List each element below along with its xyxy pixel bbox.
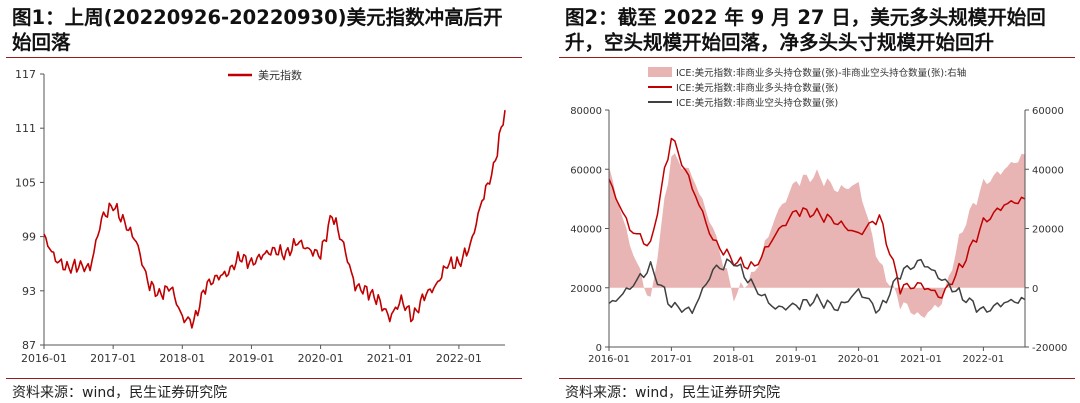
left-x-tick-label: 2018-01 — [159, 352, 205, 365]
right-legend-swatch-area — [648, 67, 672, 77]
left-y-tick-label: 105 — [15, 176, 36, 189]
left-y-tick-label: 99 — [22, 231, 36, 244]
left-title-rule — [6, 57, 522, 58]
right-left-y-tick-label: 80000 — [570, 106, 602, 117]
left-series-line-dollar-index — [43, 109, 506, 329]
left-x-tick-label: 2021-01 — [367, 352, 413, 365]
right-series-area-net-long — [609, 153, 1025, 318]
right-right-y-tick-label: 60000 — [1032, 106, 1064, 117]
right-left-y-tick-label: 60000 — [570, 165, 602, 176]
right-series-line-short — [608, 258, 1026, 315]
left-x-tick-label: 2016-01 — [21, 352, 67, 365]
right-series-line-long — [608, 137, 1026, 299]
right-positions-chart: 0 20000 40000 60000 80000 -20000 0 20000 40000 60… — [570, 67, 1067, 365]
right-x-tick-label: 2020-01 — [838, 354, 880, 365]
left-x-tick-label: 2019-01 — [228, 352, 274, 365]
left-x-tick-label: 2020-01 — [298, 352, 344, 365]
right-legend-label: ICE:美元指数:非商业多头持仓数量(张) — [676, 82, 838, 94]
right-source-rule — [559, 378, 1075, 379]
right-left-y-tick-label: 40000 — [570, 225, 602, 236]
left-y-tick-label: 93 — [22, 285, 36, 298]
right-source-note: 资料来源：wind，民生证券研究院 — [565, 385, 781, 401]
right-left-y-tick-label: 20000 — [570, 284, 602, 295]
right-x-tick-label: 2019-01 — [775, 354, 817, 365]
right-x-tick-label: 2021-01 — [900, 354, 942, 365]
left-figure-title: 图1：上周(20220926-20220930)美元指数冲高后开始回落 — [12, 6, 503, 54]
right-x-tick-label: 2022-01 — [963, 354, 1005, 365]
right-x-tick-label: 2018-01 — [713, 354, 755, 365]
right-right-y-tick-label: -20000 — [1032, 343, 1067, 354]
right-title-rule — [559, 57, 1075, 58]
right-legend-label: ICE:美元指数:非商业空头持仓数量(张) — [676, 97, 838, 109]
right-right-y-tick-label: 40000 — [1032, 165, 1064, 176]
left-x-tick-label: 2017-01 — [90, 352, 136, 365]
right-x-tick-label: 2016-01 — [588, 354, 630, 365]
right-figure-panel: 图2：截至 2022 年 9 月 27 日，美元多头规模开始回升，空头规模开始回… — [553, 0, 1080, 403]
left-source-note: 资料来源：wind，民生证券研究院 — [12, 385, 228, 401]
right-x-tick-label: 2017-01 — [651, 354, 693, 365]
right-legend-label: ICE:美元指数:非商业多头持仓数量(张)-非商业空头持仓数量(张):右轴 — [676, 67, 966, 79]
left-x-tick-label: 2022-01 — [436, 352, 482, 365]
right-right-y-tick-label: 0 — [1032, 284, 1038, 295]
right-right-y-tick-label: 20000 — [1032, 225, 1064, 236]
left-source-rule — [6, 378, 522, 379]
left-legend-label: 美元指数 — [258, 68, 302, 82]
left-y-tick-label: 87 — [22, 339, 36, 352]
right-figure-title: 图2：截至 2022 年 9 月 27 日，美元多头规模开始回升，空头规模开始回… — [565, 6, 1046, 54]
left-y-tick-label: 111 — [15, 122, 36, 135]
right-left-y-tick-label: 0 — [596, 343, 602, 354]
left-figure-panel: 图1：上周(20220926-20220930)美元指数冲高后开始回落 87 93… — [0, 0, 527, 403]
left-dollar-index-chart: 87 93 99 105 111 117 2016-01 2017-01 2018-01 2019… — [15, 68, 506, 365]
left-y-tick-label: 117 — [15, 68, 36, 81]
